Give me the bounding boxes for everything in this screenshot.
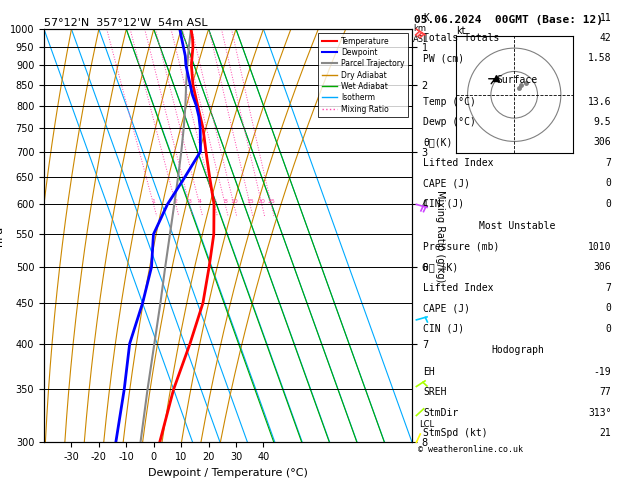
Text: 57°12'N  357°12'W  54m ASL: 57°12'N 357°12'W 54m ASL xyxy=(44,18,208,28)
Text: 20: 20 xyxy=(258,199,266,205)
Text: 306: 306 xyxy=(594,262,611,272)
Text: θᴇ (K): θᴇ (K) xyxy=(423,262,459,272)
Text: CAPE (J): CAPE (J) xyxy=(423,178,470,188)
Text: kt: kt xyxy=(456,26,465,36)
Text: CIN (J): CIN (J) xyxy=(423,324,464,333)
Text: 9.5: 9.5 xyxy=(594,117,611,127)
Text: 8: 8 xyxy=(223,199,227,205)
Text: Dewp (°C): Dewp (°C) xyxy=(423,117,476,127)
Text: K: K xyxy=(423,13,429,22)
Text: Surface: Surface xyxy=(497,75,538,85)
Text: Hodograph: Hodograph xyxy=(491,346,544,355)
Text: Most Unstable: Most Unstable xyxy=(479,221,555,230)
Text: SREH: SREH xyxy=(423,387,447,397)
Text: 05.06.2024  00GMT (Base: 12): 05.06.2024 00GMT (Base: 12) xyxy=(414,15,603,25)
Text: -19: -19 xyxy=(594,367,611,377)
Text: EH: EH xyxy=(423,367,435,377)
Text: Lifted Index: Lifted Index xyxy=(423,283,494,293)
Text: km
ASL: km ASL xyxy=(413,24,429,44)
Text: θᴇ(K): θᴇ(K) xyxy=(423,138,453,147)
Text: © weatheronline.co.uk: © weatheronline.co.uk xyxy=(418,445,523,454)
Text: 10: 10 xyxy=(230,199,238,205)
Text: 4: 4 xyxy=(198,199,201,205)
Text: 0: 0 xyxy=(606,199,611,208)
Text: 7: 7 xyxy=(606,158,611,168)
Text: 0: 0 xyxy=(606,324,611,333)
Text: LCL: LCL xyxy=(420,420,435,429)
Legend: Temperature, Dewpoint, Parcel Trajectory, Dry Adiabat, Wet Adiabat, Isotherm, Mi: Temperature, Dewpoint, Parcel Trajectory… xyxy=(318,33,408,117)
Text: 306: 306 xyxy=(594,138,611,147)
Text: StmSpd (kt): StmSpd (kt) xyxy=(423,428,488,438)
Text: 0: 0 xyxy=(606,303,611,313)
Text: 13.6: 13.6 xyxy=(588,97,611,106)
Text: 1010: 1010 xyxy=(588,242,611,252)
Text: 77: 77 xyxy=(599,387,611,397)
Y-axis label: Mixing Ratio (g/kg): Mixing Ratio (g/kg) xyxy=(435,190,445,282)
X-axis label: Dewpoint / Temperature (°C): Dewpoint / Temperature (°C) xyxy=(148,468,308,478)
Text: 25: 25 xyxy=(267,199,276,205)
Text: CAPE (J): CAPE (J) xyxy=(423,303,470,313)
Text: 1: 1 xyxy=(152,199,155,205)
Text: 15: 15 xyxy=(246,199,254,205)
Text: 2: 2 xyxy=(174,199,178,205)
Text: Pressure (mb): Pressure (mb) xyxy=(423,242,499,252)
Text: Temp (°C): Temp (°C) xyxy=(423,97,476,106)
Text: 11: 11 xyxy=(599,13,611,22)
Text: 7: 7 xyxy=(606,283,611,293)
Text: 21: 21 xyxy=(599,428,611,438)
Text: CIN (J): CIN (J) xyxy=(423,199,464,208)
Text: PW (cm): PW (cm) xyxy=(423,53,464,63)
Text: 0: 0 xyxy=(606,178,611,188)
Text: Lifted Index: Lifted Index xyxy=(423,158,494,168)
Text: 42: 42 xyxy=(599,33,611,43)
Text: 6: 6 xyxy=(213,199,216,205)
Text: Totals Totals: Totals Totals xyxy=(423,33,499,43)
Text: 3: 3 xyxy=(187,199,191,205)
Y-axis label: hPa: hPa xyxy=(0,226,4,246)
Text: 1.58: 1.58 xyxy=(588,53,611,63)
Text: StmDir: StmDir xyxy=(423,408,459,417)
Text: 313°: 313° xyxy=(588,408,611,417)
